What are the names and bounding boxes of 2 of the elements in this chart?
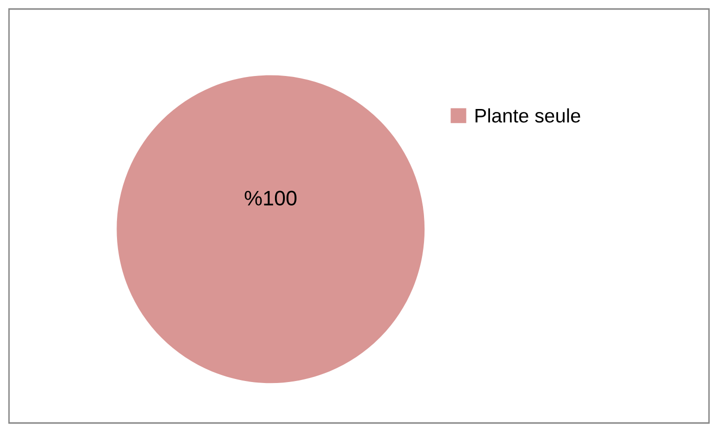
data-label: %100	[244, 190, 296, 206]
legend-label: Plante seule	[476, 108, 580, 123]
